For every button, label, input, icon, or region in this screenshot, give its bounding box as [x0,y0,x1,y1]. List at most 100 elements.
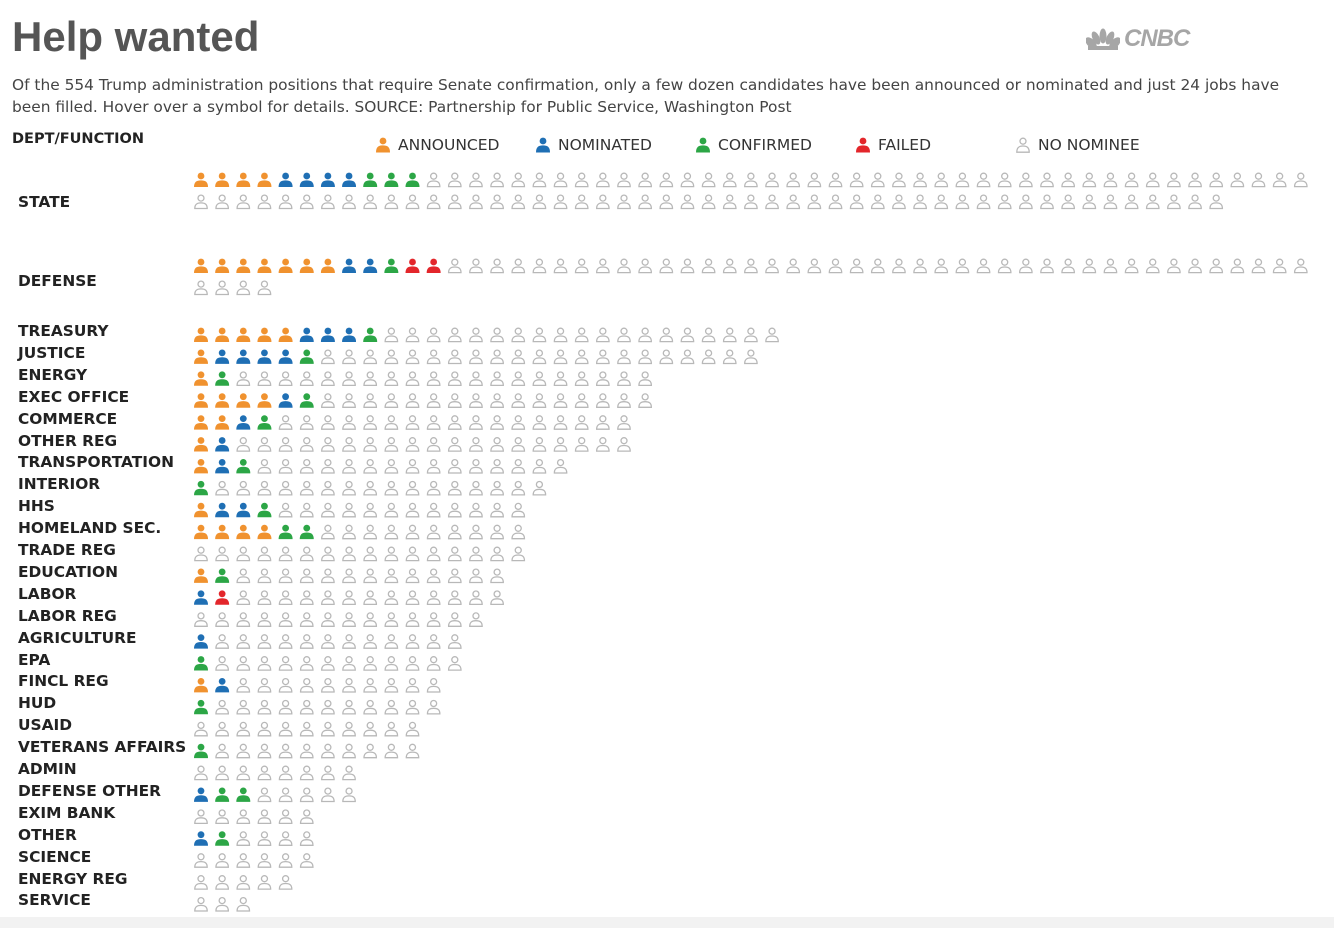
person-outline-icon[interactable] [722,258,737,274]
person-outline-icon[interactable] [278,437,293,452]
person-icon-confirmed[interactable] [194,480,208,496]
person-outline-icon[interactable] [469,480,483,496]
person-outline-icon[interactable] [490,258,504,274]
person-icon-nominated[interactable] [342,327,357,342]
person-outline-icon[interactable] [384,568,399,584]
person-outline-icon[interactable] [236,612,251,627]
person-outline-icon[interactable] [1040,194,1054,210]
person-outline-icon[interactable] [342,568,356,584]
person-outline-icon[interactable] [1040,258,1054,274]
person-outline-icon[interactable] [447,327,462,343]
person-outline-icon[interactable] [405,743,420,759]
person-outline-icon[interactable] [1167,172,1181,188]
person-outline-icon[interactable] [1167,194,1181,210]
person-outline-icon[interactable] [215,634,230,649]
person-outline-icon[interactable] [405,677,420,693]
person-outline-icon[interactable] [447,349,462,365]
person-outline-icon[interactable] [490,327,504,343]
person-outline-icon[interactable] [299,590,314,606]
person-outline-icon[interactable] [490,437,504,452]
person-outline-icon[interactable] [384,699,399,715]
person-outline-icon[interactable] [1145,258,1160,274]
person-outline-icon[interactable] [257,194,272,210]
person-outline-icon[interactable] [194,896,208,912]
person-outline-icon[interactable] [299,194,314,210]
person-outline-icon[interactable] [299,480,314,496]
person-icon-confirmed[interactable] [236,459,251,474]
person-outline-icon[interactable] [490,172,504,188]
person-outline-icon[interactable] [574,393,589,408]
person-outline-icon[interactable] [321,502,335,518]
person-outline-icon[interactable] [595,371,610,387]
person-outline-icon[interactable] [299,656,314,671]
person-outline-icon[interactable] [194,721,208,737]
person-outline-icon[interactable] [426,612,441,627]
person-outline-icon[interactable] [511,415,526,430]
person-outline-icon[interactable] [321,393,335,408]
person-outline-icon[interactable] [659,258,674,274]
person-icon-confirmed[interactable] [215,568,230,583]
person-outline-icon[interactable] [236,480,251,496]
person-outline-icon[interactable] [447,458,462,474]
person-outline-icon[interactable] [363,480,378,496]
person-outline-icon[interactable] [1124,258,1139,274]
person-outline-icon[interactable] [870,172,885,188]
person-outline-icon[interactable] [469,415,483,430]
person-icon-nominated[interactable] [257,349,272,364]
person-outline-icon[interactable] [299,371,314,387]
person-outline-icon[interactable] [257,437,272,452]
person-outline-icon[interactable] [490,524,504,540]
person-outline-icon[interactable] [236,194,251,210]
person-outline-icon[interactable] [363,590,378,606]
person-outline-icon[interactable] [490,349,504,365]
person-outline-icon[interactable] [321,437,335,452]
person-icon-announced[interactable] [257,172,272,187]
person-icon-confirmed[interactable] [384,258,399,273]
person-outline-icon[interactable] [257,721,272,737]
person-outline-icon[interactable] [321,590,335,606]
person-outline-icon[interactable] [342,656,356,671]
person-outline-icon[interactable] [342,612,356,627]
person-outline-icon[interactable] [384,502,399,518]
person-outline-icon[interactable] [257,875,272,890]
person-outline-icon[interactable] [278,502,293,518]
person-outline-icon[interactable] [278,546,293,562]
person-outline-icon[interactable] [363,437,378,452]
person-outline-icon[interactable] [215,721,230,737]
person-outline-icon[interactable] [574,415,589,430]
person-outline-icon[interactable] [215,809,230,825]
person-outline-icon[interactable] [194,194,208,210]
person-outline-icon[interactable] [363,458,378,474]
person-outline-icon[interactable] [321,721,335,737]
person-outline-icon[interactable] [511,371,526,387]
person-outline-icon[interactable] [532,480,547,496]
person-outline-icon[interactable] [680,194,695,210]
person-icon-nominated[interactable] [215,678,230,693]
person-icon-announced[interactable] [215,415,230,430]
person-outline-icon[interactable] [278,875,293,890]
person-outline-icon[interactable] [849,258,864,274]
person-outline-icon[interactable] [384,546,399,562]
person-outline-icon[interactable] [236,280,251,296]
person-outline-icon[interactable] [1230,172,1245,188]
person-icon-announced[interactable] [215,172,230,187]
person-outline-icon[interactable] [321,612,335,627]
person-icon-confirmed[interactable] [257,415,272,430]
person-outline-icon[interactable] [447,634,462,649]
person-outline-icon[interactable] [215,853,230,868]
person-outline-icon[interactable] [236,743,251,759]
person-outline-icon[interactable] [638,172,653,188]
person-outline-icon[interactable] [299,699,314,715]
person-outline-icon[interactable] [490,371,504,387]
person-outline-icon[interactable] [405,458,420,474]
person-outline-icon[interactable] [257,853,272,868]
person-outline-icon[interactable] [934,194,949,210]
person-outline-icon[interactable] [215,896,230,912]
person-outline-icon[interactable] [447,371,462,387]
person-outline-icon[interactable] [1145,194,1160,210]
person-outline-icon[interactable] [553,172,568,188]
person-outline-icon[interactable] [1103,258,1118,274]
person-outline-icon[interactable] [1061,172,1076,188]
person-outline-icon[interactable] [215,480,230,496]
legend-item-confirmed[interactable]: CONFIRMED [694,134,812,156]
